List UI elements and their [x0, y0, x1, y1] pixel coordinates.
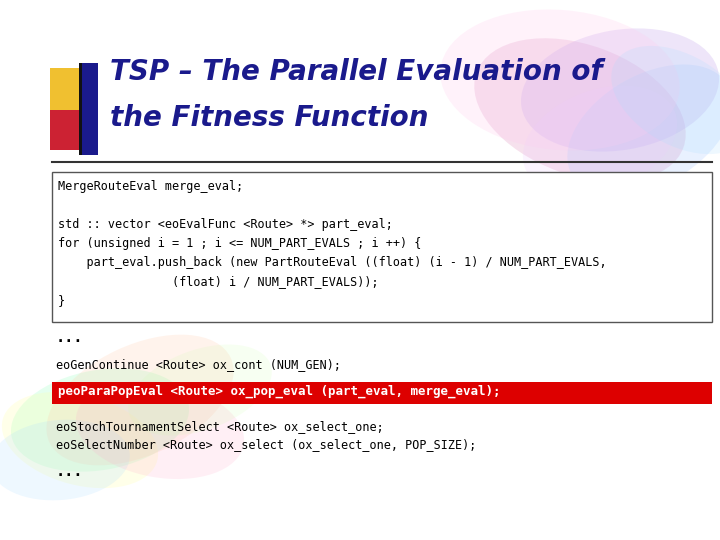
Text: }: } — [58, 294, 65, 307]
Ellipse shape — [128, 345, 271, 435]
Bar — [50, 110, 92, 150]
Ellipse shape — [441, 10, 680, 151]
Ellipse shape — [521, 29, 719, 152]
Text: std :: vector <eoEvalFunc <Route> *> part_eval;: std :: vector <eoEvalFunc <Route> *> par… — [58, 218, 393, 231]
Bar — [52, 382, 712, 404]
Ellipse shape — [76, 381, 244, 479]
Text: eoGenContinue <Route> ox_cont (NUM_GEN);: eoGenContinue <Route> ox_cont (NUM_GEN); — [56, 358, 341, 371]
Ellipse shape — [611, 46, 720, 154]
Text: ...: ... — [56, 464, 84, 479]
Text: TSP – The Parallel Evaluation of: TSP – The Parallel Evaluation of — [110, 58, 603, 86]
Text: (float) i / NUM_PART_EVALS));: (float) i / NUM_PART_EVALS)); — [58, 275, 379, 288]
Bar — [82, 63, 98, 155]
Ellipse shape — [2, 392, 158, 488]
Text: eoStochTournamentSelect <Route> ox_select_one;: eoStochTournamentSelect <Route> ox_selec… — [56, 420, 384, 433]
FancyBboxPatch shape — [52, 172, 712, 322]
Ellipse shape — [474, 38, 685, 182]
Text: peoParaPopEval <Route> ox_pop_eval (part_eval, merge_eval);: peoParaPopEval <Route> ox_pop_eval (part… — [58, 385, 500, 399]
Text: ...: ... — [56, 330, 84, 345]
Text: eoSelectNumber <Route> ox_select (ox_select_one, POP_SIZE);: eoSelectNumber <Route> ox_select (ox_sel… — [56, 438, 477, 451]
Text: MergeRouteEval merge_eval;: MergeRouteEval merge_eval; — [58, 180, 243, 193]
Ellipse shape — [46, 335, 233, 465]
Ellipse shape — [11, 368, 189, 471]
Text: the Fitness Function: the Fitness Function — [110, 104, 428, 132]
Ellipse shape — [567, 64, 720, 195]
Ellipse shape — [523, 86, 677, 194]
Text: for (unsigned i = 1 ; i <= NUM_PART_EVALS ; i ++) {: for (unsigned i = 1 ; i <= NUM_PART_EVAL… — [58, 237, 421, 250]
Bar — [50, 68, 92, 110]
Text: part_eval.push_back (new PartRouteEval ((float) (i - 1) / NUM_PART_EVALS,: part_eval.push_back (new PartRouteEval (… — [58, 256, 607, 269]
Ellipse shape — [0, 420, 130, 501]
Bar — [79, 63, 82, 155]
